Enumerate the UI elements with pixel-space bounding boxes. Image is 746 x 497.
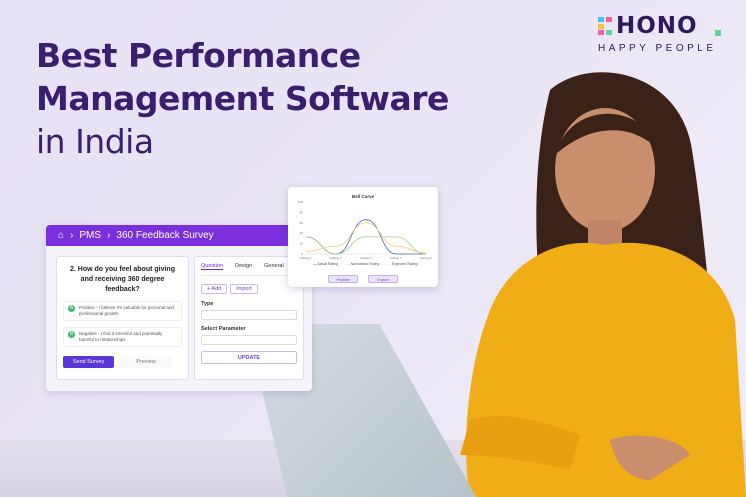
parameter-label: Select Parameter: [201, 326, 246, 332]
headline: Best Performance Management Software in …: [36, 34, 449, 163]
y-tick-label: 80: [300, 210, 304, 214]
preview-button[interactable]: Preview: [120, 356, 172, 368]
home-icon[interactable]: ⌂: [58, 230, 65, 241]
legend-item: — Expected Rating: [387, 262, 418, 266]
y-tick-label: 40: [300, 231, 304, 235]
series-line-expected-rating: [305, 222, 427, 254]
option-a[interactable]: A Positive - I believe it's valuable for …: [63, 301, 182, 321]
tab-question[interactable]: Question: [201, 263, 224, 270]
series-line-normalized-rating: [305, 236, 427, 255]
breadcrumb-pms[interactable]: PMS: [79, 230, 102, 241]
x-tick-label: Rating 5: [420, 256, 432, 260]
publish-button[interactable]: Publish: [328, 275, 358, 283]
chart-title: Bell Curve: [351, 194, 375, 199]
bell-curve-chart: 0 20 40 60 80 100 Rating 1 Rating 2 Rating 3 Rati…: [298, 200, 432, 260]
type-label: Type: [201, 301, 214, 307]
y-tick-label: 20: [300, 242, 304, 246]
survey-panel: ⌂ › PMS › 360 Feedback Survey 2. How do yo…: [46, 225, 312, 391]
chart-legend: — Actual Rating — Normalized Rating — Expe…: [313, 262, 418, 266]
legend-item: — Actual Rating: [313, 262, 339, 266]
breadcrumb: ⌂ › PMS › 360 Feedback Survey: [46, 225, 312, 246]
headline-line-1: Best Performance: [36, 36, 361, 75]
tab-general[interactable]: General: [264, 263, 284, 269]
y-tick-label: 100: [298, 200, 303, 204]
add-button[interactable]: + Add: [201, 284, 228, 294]
import-button[interactable]: Import: [230, 284, 258, 294]
headline-line-2: Management Software: [36, 79, 449, 118]
legend-item: — Normalized Rating: [346, 262, 380, 266]
question-text: 2. How do you feel about giving and rece…: [69, 266, 175, 293]
y-tick-label: 60: [300, 221, 304, 225]
type-input[interactable]: [201, 310, 297, 320]
question-card: 2. How do you feel about giving and rece…: [56, 256, 189, 380]
logo-word: HONO: [616, 13, 698, 39]
properties-card: Question Design General + Add Import Type…: [194, 256, 304, 380]
option-b[interactable]: B Negative - I find it stressful and pote…: [63, 327, 182, 347]
tab-design[interactable]: Design: [235, 263, 253, 269]
parameter-select[interactable]: [201, 335, 297, 345]
send-survey-button[interactable]: Send Survey: [63, 356, 114, 368]
headline-line-3: in India: [36, 122, 154, 161]
x-tick-label: Rating 2: [330, 256, 342, 260]
bell-curve-card: Bell Curve 0 20 40 60 80 100 Rating 1 Rating 2 R…: [288, 187, 438, 287]
y-tick-label: 0: [301, 252, 303, 256]
update-button[interactable]: UPDATE: [201, 351, 297, 364]
woman-with-laptop-photo: [460, 72, 746, 497]
x-tick-label: Rating 3: [360, 256, 372, 260]
breadcrumb-survey: 360 Feedback Survey: [116, 230, 214, 241]
x-tick-label: Rating 1: [300, 256, 312, 260]
logo-tagline: HAPPY PEOPLE: [598, 43, 717, 54]
logo-mark-icon: [598, 17, 612, 35]
x-tick-label: Rating 4: [390, 256, 402, 260]
export-button[interactable]: Export: [368, 275, 398, 283]
